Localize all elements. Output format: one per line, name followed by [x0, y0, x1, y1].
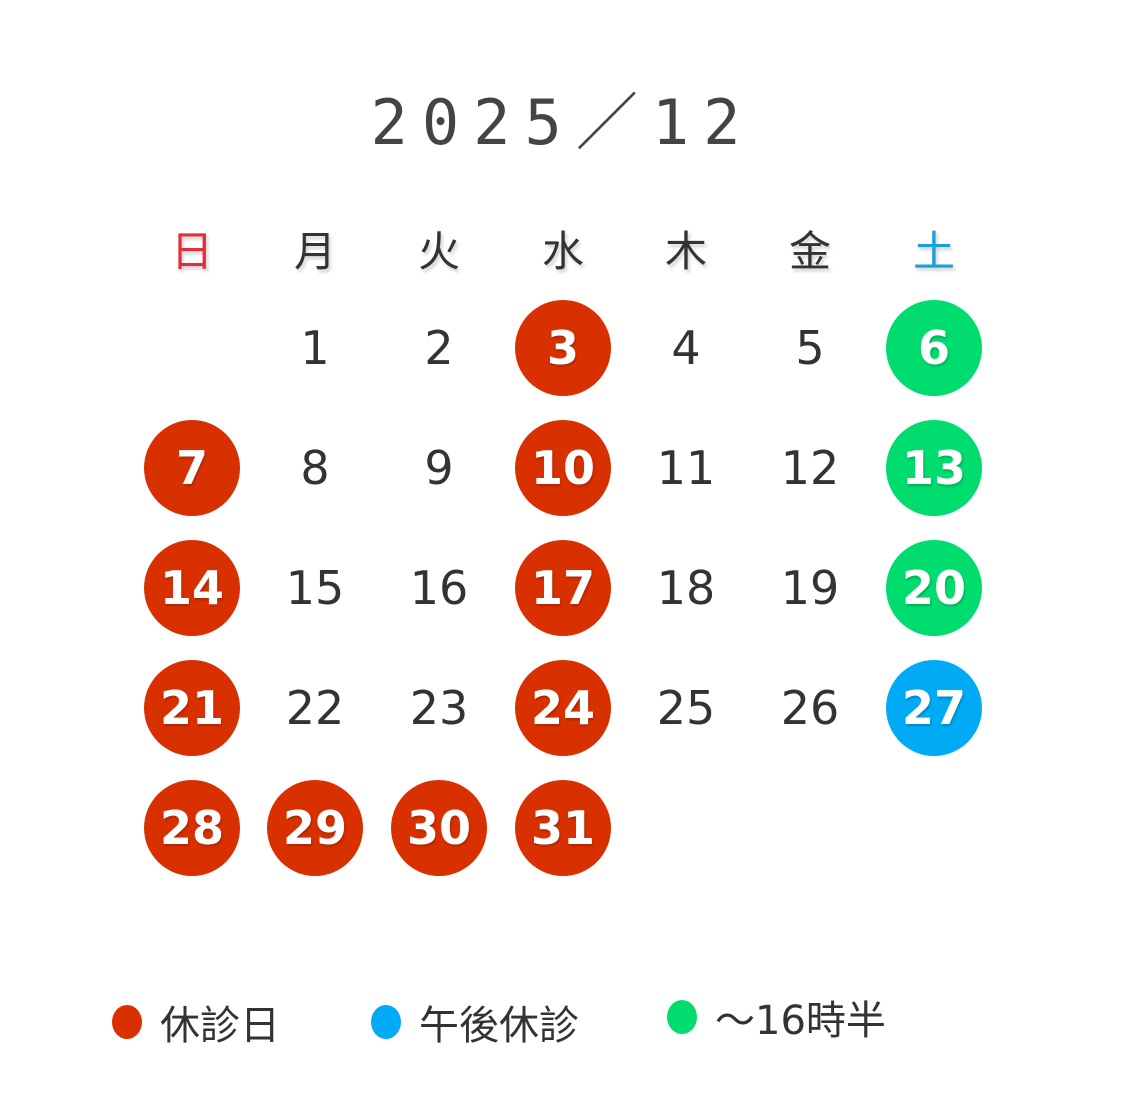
legend-closed: 休診日 — [112, 993, 280, 1051]
day-cell: 1 — [300, 321, 330, 375]
legend-label: 休診日 — [160, 1003, 280, 1049]
day-cell: 16 — [409, 561, 469, 615]
day-cell: 15 — [285, 561, 345, 615]
day-cell: 13 — [886, 420, 982, 516]
weekday-2: 火 — [417, 227, 460, 276]
day-cell: 14 — [144, 540, 240, 636]
legend-until-1630: 〜16時半 — [667, 988, 886, 1046]
day-cell: 31 — [515, 780, 611, 876]
day-cell: 28 — [144, 780, 240, 876]
day-cell: 19 — [780, 561, 840, 615]
legend-afternoon-closed: 午後休診 — [371, 993, 579, 1051]
day-cell: 8 — [300, 441, 330, 495]
weekday-0: 日 — [170, 227, 213, 276]
weekday-3: 水 — [541, 227, 584, 276]
day-cell: 10 — [515, 420, 611, 516]
day-cell: 6 — [886, 300, 982, 396]
legend-label: 〜16時半 — [715, 998, 886, 1044]
day-cell: 9 — [424, 441, 454, 495]
day-cell: 18 — [656, 561, 716, 615]
day-cell: 23 — [409, 681, 469, 735]
day-cell: 17 — [515, 540, 611, 636]
day-cell: 3 — [515, 300, 611, 396]
day-cell: 25 — [656, 681, 716, 735]
day-cell: 30 — [391, 780, 487, 876]
month-title: 2025／12 — [370, 86, 755, 159]
day-cell: 11 — [656, 441, 716, 495]
day-cell: 7 — [144, 420, 240, 516]
day-cell: 24 — [515, 660, 611, 756]
blue-dot-icon — [371, 1005, 401, 1039]
day-cell: 5 — [795, 321, 825, 375]
day-cell: 2 — [424, 321, 454, 375]
day-cell: 22 — [285, 681, 345, 735]
day-cell: 27 — [886, 660, 982, 756]
red-dot-icon — [112, 1005, 142, 1039]
legend-label: 午後休診 — [419, 1003, 579, 1049]
green-dot-icon — [667, 1000, 697, 1034]
weekday-4: 木 — [664, 227, 707, 276]
weekday-6: 土 — [912, 227, 955, 276]
day-cell: 4 — [671, 321, 701, 375]
day-cell: 21 — [144, 660, 240, 756]
day-cell: 20 — [886, 540, 982, 636]
day-cell: 12 — [780, 441, 840, 495]
day-cell: 29 — [267, 780, 363, 876]
weekday-5: 金 — [788, 227, 831, 276]
weekday-1: 月 — [293, 227, 336, 276]
day-cell: 26 — [780, 681, 840, 735]
